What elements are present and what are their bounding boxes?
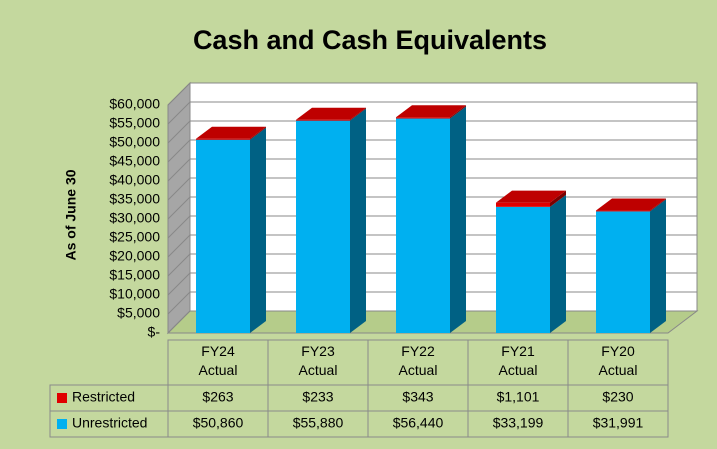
bar	[596, 211, 650, 333]
grid-line-side	[167, 158, 191, 182]
grid-line-side	[167, 196, 191, 220]
table-cell	[567, 339, 669, 438]
y-tick-label: $30,000	[109, 210, 160, 226]
bar-side	[250, 127, 266, 334]
category-label: FY22 Actual	[399, 343, 438, 378]
data-label: $55,880	[293, 415, 344, 431]
grid-line-side	[167, 310, 191, 334]
legend-cell	[49, 410, 169, 438]
chart-title: Cash and Cash Equivalents	[193, 25, 547, 55]
y-tick-label: $5,000	[117, 305, 160, 321]
category-label: FY21 Actual	[499, 343, 538, 378]
data-label: $56,440	[393, 415, 444, 431]
y-tick-label: $45,000	[109, 153, 160, 169]
data-label: $33,199	[493, 415, 544, 431]
bar-side	[450, 106, 466, 333]
grid-line-side	[167, 139, 191, 163]
category-label: FY23 Actual	[299, 343, 338, 378]
data-label: $233	[302, 389, 333, 405]
legend-label: Unrestricted	[72, 415, 147, 431]
grid-line-side	[167, 215, 191, 239]
grid-line-side	[167, 101, 191, 125]
bar-side	[350, 108, 366, 333]
data-label: $31,991	[593, 415, 644, 431]
grid-line-side	[167, 82, 191, 106]
bar	[296, 119, 350, 121]
grid-line-side	[167, 272, 191, 296]
bar-side	[450, 105, 466, 119]
bar-side	[250, 126, 266, 140]
bar	[396, 118, 450, 333]
y-tick-label: $55,000	[109, 115, 160, 131]
bar-side	[350, 107, 366, 121]
grid-line-side	[167, 234, 191, 258]
grid-line-side	[167, 177, 191, 201]
bar	[596, 210, 650, 212]
bar	[496, 206, 550, 333]
bar-top	[196, 126, 266, 139]
category-label: FY24 Actual	[199, 343, 238, 378]
grid-line-side	[167, 253, 191, 277]
data-label: $263	[202, 389, 233, 405]
y-tick-label: $35,000	[109, 191, 160, 207]
data-label: $1,101	[497, 389, 540, 405]
grid-line-side	[167, 291, 191, 315]
legend-key	[57, 393, 67, 403]
bar-top	[496, 190, 566, 203]
y-axis-label: As of June 30	[63, 169, 79, 260]
data-label: $343	[402, 389, 433, 405]
bar-side	[650, 198, 666, 212]
bar	[396, 117, 450, 119]
bar-side	[550, 190, 566, 207]
data-label: $50,860	[193, 415, 244, 431]
bar	[296, 120, 350, 333]
bar	[196, 139, 250, 333]
y-tick-label: $20,000	[109, 248, 160, 264]
bar-top	[396, 105, 466, 118]
bar-top	[596, 198, 666, 211]
y-tick-label: $50,000	[109, 134, 160, 150]
legend-label: Restricted	[72, 389, 135, 405]
y-tick-label: $60,000	[109, 96, 160, 112]
bar-side	[550, 194, 566, 333]
y-tick-label: $10,000	[109, 286, 160, 302]
y-tick-label: $-	[148, 324, 161, 340]
bar-side	[650, 199, 666, 333]
category-label: FY20 Actual	[599, 343, 638, 378]
data-label: $230	[602, 389, 633, 405]
y-tick-label: $15,000	[109, 267, 160, 283]
legend-key	[57, 419, 67, 429]
y-tick-label: $40,000	[109, 172, 160, 188]
bar	[496, 202, 550, 207]
bar-top	[296, 107, 366, 120]
grid-line-side	[167, 120, 191, 144]
y-tick-label: $25,000	[109, 229, 160, 245]
bar	[196, 138, 250, 140]
